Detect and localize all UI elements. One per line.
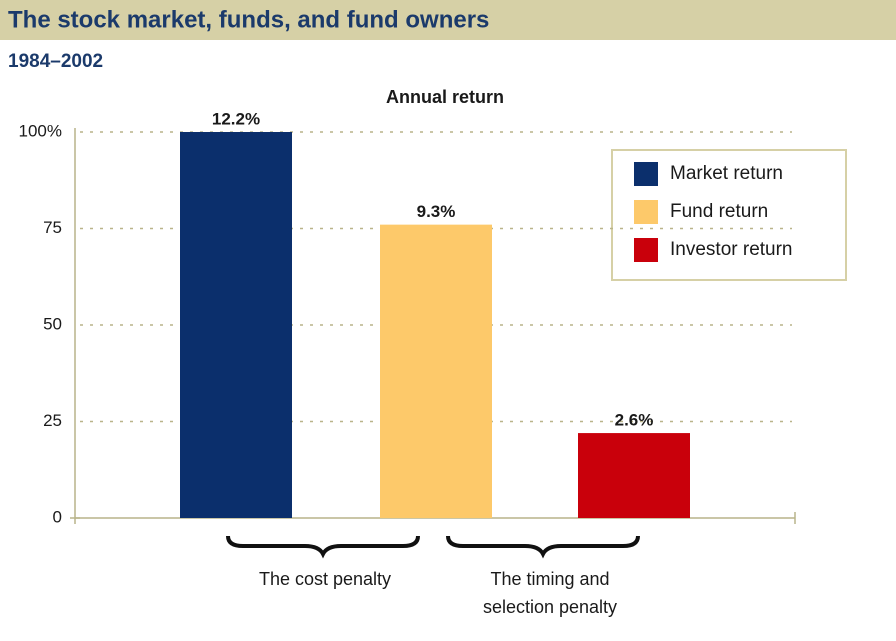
header-band <box>0 0 896 40</box>
bar <box>380 224 492 518</box>
axis-title: Annual return <box>386 87 504 107</box>
y-tick-label: 50 <box>43 314 62 333</box>
bar <box>180 132 292 518</box>
chart-subtitle: 1984–2002 <box>8 51 103 72</box>
legend-swatch <box>634 200 658 224</box>
legend-swatch <box>634 238 658 262</box>
brace <box>446 535 640 559</box>
annotation: The timing and <box>490 569 609 589</box>
bar-label: 12.2% <box>212 109 260 128</box>
y-tick-label: 75 <box>43 218 62 237</box>
legend-label: Investor return <box>670 239 793 260</box>
bar-label: 2.6% <box>615 411 654 430</box>
chart-title: The stock market, funds, and fund owners <box>8 6 489 33</box>
legend-label: Fund return <box>670 201 768 222</box>
brace <box>226 535 420 559</box>
y-tick-label: 0 <box>53 507 62 526</box>
y-tick-label: 25 <box>43 411 62 430</box>
annotation: selection penalty <box>483 597 617 617</box>
bar <box>578 433 690 518</box>
annotation: The cost penalty <box>259 569 391 589</box>
legend-label: Market return <box>670 163 783 184</box>
legend-swatch <box>634 162 658 186</box>
y-tick-label: 100% <box>19 121 62 140</box>
bar-label: 9.3% <box>417 202 456 221</box>
